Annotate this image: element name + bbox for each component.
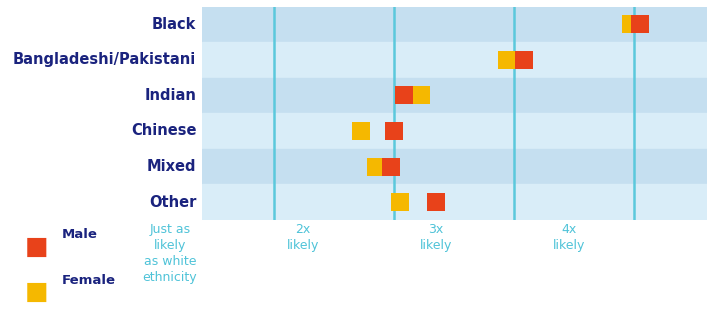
Bar: [202, 149, 707, 184]
Text: Male: Male: [61, 228, 97, 241]
Bar: [202, 42, 707, 78]
Bar: [202, 78, 707, 113]
Text: ■: ■: [25, 280, 49, 304]
Text: Just as
likely
as white
ethnicity: Just as likely as white ethnicity: [143, 223, 198, 284]
Text: 2x
likely: 2x likely: [287, 223, 319, 252]
Bar: [202, 113, 707, 149]
Bar: [202, 184, 707, 220]
Text: 4x
likely: 4x likely: [553, 223, 585, 252]
Text: Female: Female: [61, 274, 115, 287]
Bar: [202, 7, 707, 42]
Text: 3x
likely: 3x likely: [420, 223, 452, 252]
Text: ■: ■: [25, 235, 49, 259]
